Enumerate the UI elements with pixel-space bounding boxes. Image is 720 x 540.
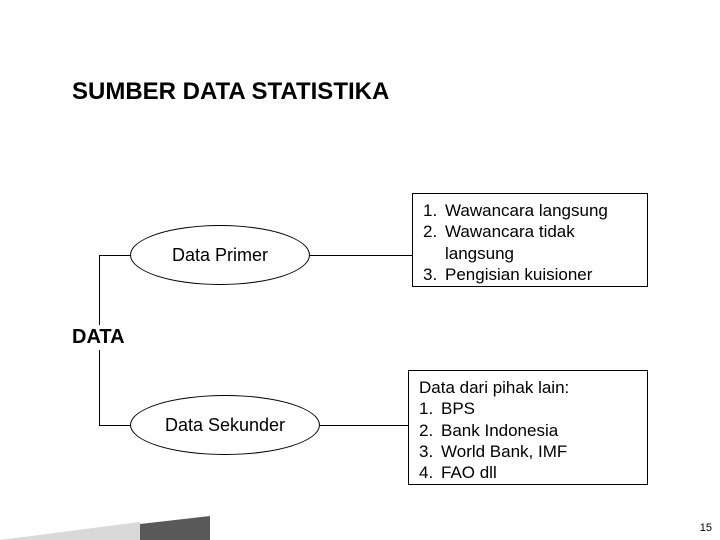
node-data-root: DATA xyxy=(72,326,125,349)
page-number: 15 xyxy=(700,522,712,534)
slide: SUMBER DATA STATISTIKA Data Primer 1.Waw… xyxy=(0,0,720,540)
sekunder-item: 4.FAO dll xyxy=(419,462,637,483)
sekunder-item: 3.World Bank, IMF xyxy=(419,441,637,462)
box-primer-details: 1.Wawancara langsung 2.Wawancara tidak l… xyxy=(412,193,648,287)
edge xyxy=(310,255,412,256)
node-data-primer: Data Primer xyxy=(130,225,310,285)
slide-title: SUMBER DATA STATISTIKA xyxy=(72,78,389,106)
edge xyxy=(99,350,100,425)
box-sekunder-details: Data dari pihak lain: 1.BPS 2.Bank Indon… xyxy=(408,370,648,485)
edge xyxy=(99,255,100,325)
node-data-sekunder: Data Sekunder xyxy=(130,395,320,455)
sekunder-item: 2.Bank Indonesia xyxy=(419,420,637,441)
edge xyxy=(99,425,131,426)
primer-item: 3.Pengisian kuisioner xyxy=(423,264,637,285)
sekunder-item: 1.BPS xyxy=(419,398,637,419)
edge xyxy=(320,425,408,426)
sekunder-list: 1.BPS 2.Bank Indonesia 3.World Bank, IMF… xyxy=(419,398,637,483)
node-data-primer-label: Data Primer xyxy=(172,245,268,266)
node-data-sekunder-label: Data Sekunder xyxy=(165,415,285,436)
sekunder-heading: Data dari pihak lain: xyxy=(419,377,637,398)
decor-wedge-light xyxy=(0,522,140,540)
primer-item: 2.Wawancara tidak langsung xyxy=(423,221,637,264)
primer-list: 1.Wawancara langsung 2.Wawancara tidak l… xyxy=(423,200,637,285)
edge xyxy=(99,255,131,256)
primer-item: 1.Wawancara langsung xyxy=(423,200,637,221)
